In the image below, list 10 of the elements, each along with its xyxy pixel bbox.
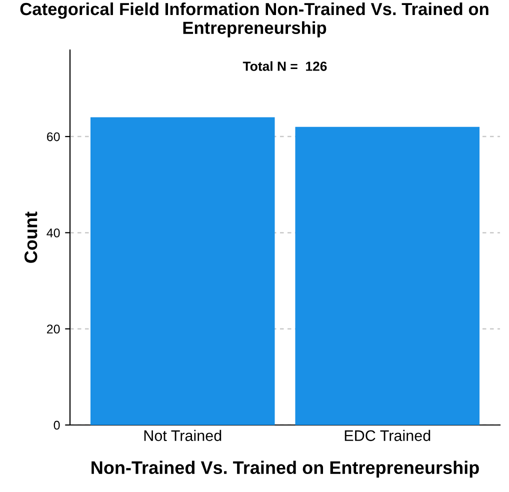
x-axis-title: Non-Trained Vs. Trained on Entrepreneurship [92,460,479,478]
chart-title: Categorical Field Information Non-Trained Vs. Trained on Entrepreneurship [20,2,488,38]
y-axis-title: Count [24,212,38,263]
y-tick-label: 40 [46,228,60,238]
y-tick-label: 60 [47,132,60,142]
y-tick-label: 0 [54,420,60,430]
annotation: Total N = 126 [242,61,327,71]
y-tick-label: 20 [47,324,60,334]
x-tick-label: EDC Trained [344,430,430,442]
x-tick-label: Not Trained [144,430,222,442]
